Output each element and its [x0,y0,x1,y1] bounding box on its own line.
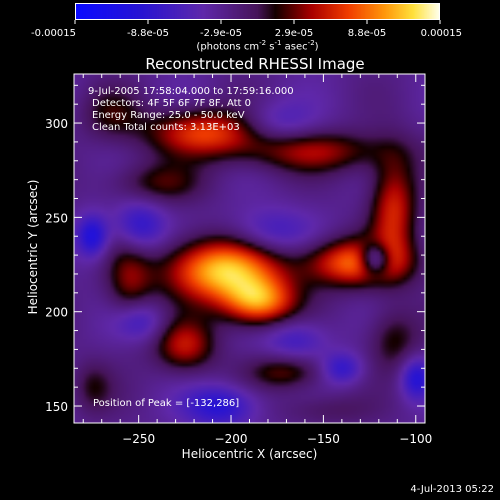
colorbar-tick-label: 0.00015 [421,28,462,39]
annotation-clean: Clean Total counts: 3.13E+03 [92,122,240,133]
x-tick-label: −100 [399,432,432,446]
x-tick-label: −250 [122,432,155,446]
x-tick-label: −200 [215,432,248,446]
y-tick-label: 300 [45,117,68,131]
y-tick-label: 150 [45,400,68,414]
colorbar-units: (photons cm-2 s-1 asec-2) [196,39,319,53]
colorbar-tick-label: 2.9e-05 [275,28,313,39]
y-tick-label: 250 [45,211,68,225]
colorbar-gradient [76,4,439,19]
colorbar-tick-label: -2.9e-05 [200,28,242,39]
colorbar-tick-label: 8.8e-05 [348,28,386,39]
chart-title: Reconstructed RHESSI Image [145,55,365,73]
annotation-peak: Position of Peak = [-132,286] [93,398,240,409]
footer-timestamp: 4-Jul-2013 05:22 [410,484,494,495]
x-tick-label: −150 [307,432,340,446]
x-axis-label: Heliocentric X (arcsec) [181,447,318,461]
y-axis-label: Heliocentric Y (arcsec) [26,179,40,315]
heatmap-image [74,74,425,423]
y-tick-label: 200 [45,306,68,320]
colorbar-axis: -0.00015 -8.8e-05 -2.9e-05 2.9e-05 8.8e-05 0.… [31,20,462,39]
colorbar-tick-label: -0.00015 [31,28,76,39]
colorbar [75,3,440,20]
annotation-time: 9-Jul-2005 17:58:04.000 to 17:59:16.000 [88,86,294,97]
annotation-detectors: Detectors: 4F 5F 6F 7F 8F, Att 0 [92,98,252,109]
colorbar-tick-label: -8.8e-05 [127,28,169,39]
annotation-energy: Energy Range: 25.0 - 50.0 keV [92,110,245,121]
